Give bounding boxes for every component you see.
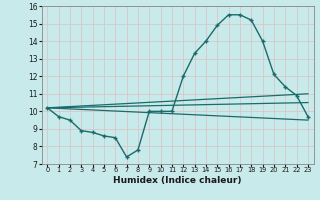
X-axis label: Humidex (Indice chaleur): Humidex (Indice chaleur) <box>113 176 242 185</box>
